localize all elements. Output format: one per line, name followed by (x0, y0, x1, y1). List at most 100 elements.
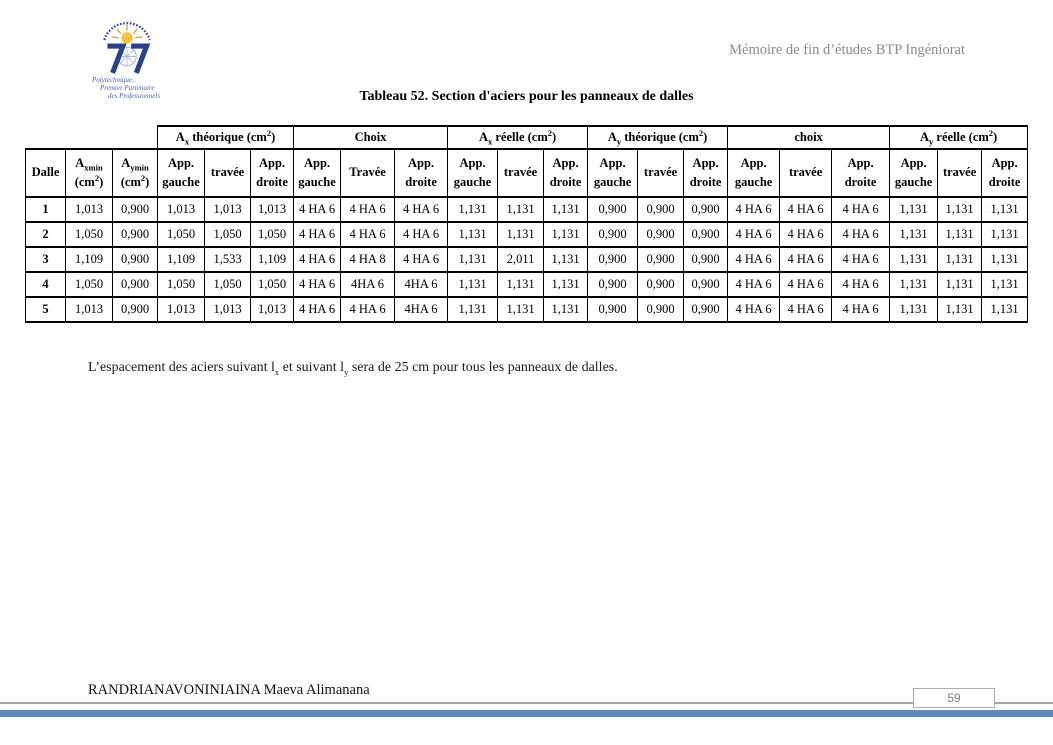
table-cell: 4 HA 6 (293, 246, 342, 273)
table-cell: 4 HA 6 (831, 196, 891, 223)
table-cell: 4 HA 6 (394, 196, 449, 223)
column-subheader: App. droite (831, 148, 891, 198)
table-cell: 4 HA 6 (340, 296, 396, 323)
table-cell: 4 HA 6 (727, 296, 781, 323)
column-subheader: App. gauche (157, 148, 206, 198)
table-cell: 1,013 (250, 196, 295, 223)
table-cell: 1,050 (250, 221, 295, 248)
table-cell: 4 HA 6 (727, 246, 781, 273)
column-group-header: Ax théorique (cm2) (157, 125, 295, 150)
column-subheader: App. droite (683, 148, 729, 198)
table-cell: 1,050 (65, 271, 113, 298)
table-cell: 1,131 (543, 221, 589, 248)
table-cell: 1,109 (250, 246, 295, 273)
column-subheader: App. droite (394, 148, 449, 198)
table-cell: 4 HA 6 (293, 296, 342, 323)
table-cell: 1,131 (981, 221, 1029, 248)
table-cell: 1,050 (204, 221, 252, 248)
running-header: Mémoire de fin d’études BTP Ingéniorat (729, 42, 965, 58)
table-cell: 0,900 (683, 246, 729, 273)
column-subheader: travée (637, 148, 685, 198)
polytechnique-logo-icon (103, 22, 151, 74)
page-number-badge: 59 (913, 688, 995, 708)
table-cell: 2,011 (497, 246, 545, 273)
table-cell: 1,131 (937, 296, 983, 323)
column-group-header: Ay théorique (cm2) (587, 125, 729, 150)
table-cell: 4 HA 6 (394, 246, 449, 273)
column-subheader: travée (937, 148, 983, 198)
table-cell: 1,050 (250, 271, 295, 298)
table-cell: 1,109 (65, 246, 113, 273)
table-cell: 1,131 (543, 271, 589, 298)
table-cell: 0,900 (637, 271, 685, 298)
column-subheader: travée (779, 148, 833, 198)
table-cell: 1,131 (543, 196, 589, 223)
spacing-note: L’espacement des aciers suivant lx et su… (88, 360, 618, 377)
table-cell: 1,131 (497, 196, 545, 223)
table-cell: 4 HA 6 (293, 271, 342, 298)
column-group-header: Choix (293, 125, 449, 150)
table-cell: 1,131 (447, 221, 499, 248)
table-cell: 1,131 (981, 296, 1029, 323)
column-subheader: App. droite (250, 148, 295, 198)
table-cell: 0,900 (683, 221, 729, 248)
logo-caption-line: Polytechnique, (92, 76, 134, 84)
table-cell: 1,131 (937, 196, 983, 223)
table-cell: 1,013 (204, 196, 252, 223)
footer-rule (0, 702, 1053, 704)
table-cell: 4 HA 6 (779, 246, 833, 273)
table-cell: 0,900 (637, 296, 685, 323)
table-cell: 4 HA 6 (831, 246, 891, 273)
table-corner-empty (25, 126, 158, 149)
table-cell: 1,131 (889, 271, 939, 298)
column-group-header: Ay réelle (cm2) (889, 125, 1029, 150)
table-cell: 4 HA 6 (727, 271, 781, 298)
table-cell: 0,900 (683, 271, 729, 298)
table-cell: 4 (25, 271, 66, 298)
column-subheader: App. gauche (447, 148, 499, 198)
column-header: Axmin (cm2) (65, 148, 113, 198)
column-group-header: Ax réelle (cm2) (447, 125, 589, 150)
table-cell: 0,900 (587, 246, 639, 273)
table-cell: 1,131 (543, 246, 589, 273)
table-cell: 1,131 (497, 221, 545, 248)
page-number: 59 (947, 691, 961, 705)
table-cell: 0,900 (111, 296, 159, 323)
logo-caption: Polytechnique, Premier Partenaire des Pr… (92, 76, 202, 100)
table-cell: 1,013 (204, 296, 252, 323)
school-logo: Polytechnique, Premier Partenaire des Pr… (92, 10, 184, 100)
table-cell: 0,900 (587, 196, 639, 223)
table-cell: 1,131 (497, 271, 545, 298)
table-cell: 1,131 (889, 196, 939, 223)
table-cell: 4 HA 6 (831, 221, 891, 248)
table-cell: 1,131 (543, 296, 589, 323)
table-cell: 4 HA 6 (727, 196, 781, 223)
table-row: 4 1,050 0,900 1,050 1,050 1,050 4 HA 6 4HA 6 4HA… (25, 271, 1029, 298)
table-cell: 1,131 (937, 271, 983, 298)
table-cell: 1,131 (937, 246, 983, 273)
table-cell: 4HA 6 (394, 296, 449, 323)
table-cell: 1,013 (157, 196, 206, 223)
table-cell: 4 HA 6 (293, 221, 342, 248)
table-cell: 1,109 (157, 246, 206, 273)
table-cell: 1,131 (447, 296, 499, 323)
table-cell: 4 HA 6 (779, 296, 833, 323)
table-cell: 4 HA 6 (293, 196, 342, 223)
table-cell: 0,900 (587, 221, 639, 248)
table-cell: 1,050 (157, 221, 206, 248)
table-cell: 4 HA 6 (727, 221, 781, 248)
column-header: Dalle (25, 148, 66, 198)
table-cell: 1,131 (447, 271, 499, 298)
table-cell: 1,131 (981, 246, 1029, 273)
slab-steel-table: Ax théorique (cm2) Choix Ax réelle (cm2) Ay… (25, 125, 1029, 323)
logo-caption-line: des Professionnels (108, 92, 161, 100)
table-cell: 4 HA 6 (340, 196, 396, 223)
table-cell: 1,013 (250, 296, 295, 323)
column-subheader: travée (497, 148, 545, 198)
table-cell: 1,131 (937, 221, 983, 248)
